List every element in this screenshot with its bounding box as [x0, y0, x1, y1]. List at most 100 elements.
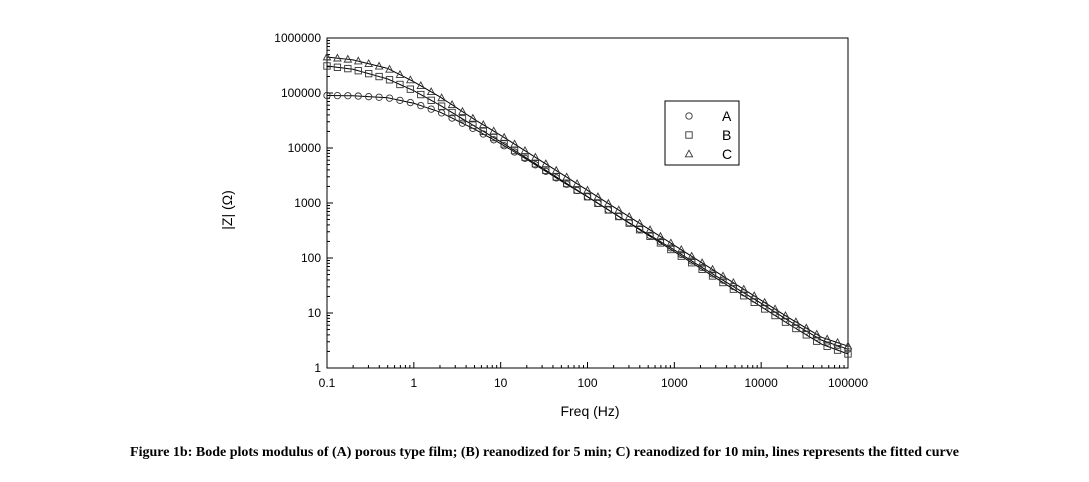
data-point-a	[406, 98, 415, 107]
x-tick-label: 1	[410, 376, 417, 390]
data-point-c	[812, 329, 822, 338]
data-point-b	[323, 62, 331, 70]
data-point-b	[792, 324, 800, 333]
data-point-a	[375, 93, 383, 101]
data-point-b	[427, 96, 435, 104]
data-point-b	[823, 342, 831, 350]
data-point-b	[448, 108, 456, 117]
legend: ABC	[664, 100, 740, 166]
fitted-curves	[326, 56, 849, 355]
data-point-b	[813, 337, 821, 345]
bode-chart: 0.1 1 10 100 1000 10000 1000001101001000100001…	[219, 31, 868, 419]
y-tick-label: 1000	[294, 196, 321, 210]
data-point-c	[333, 53, 342, 62]
data-point-c	[395, 69, 405, 78]
data-point-a	[427, 105, 435, 113]
data-point-c	[833, 337, 842, 346]
data-point-b	[365, 69, 373, 78]
data-point-c	[374, 61, 384, 70]
data-point-c	[447, 100, 457, 109]
data-point-c	[322, 52, 332, 61]
data-point-c	[687, 251, 697, 260]
y-tick-label: 1	[314, 361, 321, 375]
data-point-b	[354, 67, 362, 75]
legend-label-b: B	[722, 127, 731, 143]
data-point-c	[603, 198, 613, 207]
data-point-c	[458, 106, 467, 115]
data-point-b	[458, 115, 467, 123]
data-point-c	[635, 218, 644, 227]
data-point-c	[770, 304, 780, 313]
data-point-b	[344, 64, 352, 73]
data-point-a	[365, 93, 373, 101]
fit-line-b	[326, 65, 849, 355]
legend-marker-a	[685, 112, 693, 120]
data-point-c	[426, 87, 436, 96]
y-tick-label: 100	[301, 251, 321, 265]
data-point-c	[551, 165, 561, 174]
legend-box	[664, 100, 740, 166]
data-point-c	[749, 291, 759, 300]
data-point-c	[666, 238, 676, 247]
x-axis-title: Freq (Hz)	[560, 403, 619, 419]
x-tick-label: 10	[494, 376, 508, 390]
data-point-c	[676, 244, 686, 253]
data-point-b	[333, 63, 342, 71]
data-point-a	[458, 119, 467, 127]
y-tick-label: 1000000	[274, 31, 321, 45]
data-point-c	[843, 341, 853, 350]
data-point-b	[802, 331, 810, 339]
axes: 0.1 1 10 100 1000 10000 1000001101001000100001…	[274, 31, 868, 390]
data-point-c	[593, 192, 603, 201]
data-point-c	[760, 297, 769, 306]
y-tick-label: 10	[308, 306, 322, 320]
data-point-c	[364, 58, 374, 67]
fit-line-c	[326, 56, 849, 347]
data-point-b	[479, 127, 487, 136]
data-point-c	[708, 264, 717, 273]
data-point-b	[385, 76, 394, 84]
data-point-c	[353, 56, 363, 65]
data-point-a	[448, 114, 456, 122]
data-point-c	[562, 172, 572, 181]
legend-marker-c	[684, 149, 694, 158]
data-point-a	[344, 92, 352, 100]
data-point-c	[614, 205, 624, 214]
data-point-c	[520, 145, 530, 154]
legend-label-a: A	[722, 108, 732, 124]
data-point-b	[469, 121, 477, 129]
data-point-c	[583, 185, 592, 194]
data-point-b	[833, 346, 842, 354]
data-point-c	[406, 75, 415, 84]
y-tick-label: 10000	[288, 141, 322, 155]
data-point-a	[354, 92, 362, 100]
data-point-c	[697, 258, 707, 267]
fit-line-a	[326, 95, 849, 350]
data-point-c	[645, 225, 655, 234]
x-tick-label: 100000	[828, 376, 868, 390]
data-point-b	[437, 102, 446, 110]
x-tick-label: 0.1	[319, 376, 336, 390]
data-point-b	[396, 80, 404, 89]
data-point-c	[416, 81, 426, 90]
data-point-c	[656, 231, 665, 240]
data-point-c	[531, 152, 540, 161]
x-tick-label: 100	[577, 376, 597, 390]
y-tick-label: 100000	[281, 86, 321, 100]
data-point-c	[385, 64, 394, 73]
data-point-c	[718, 271, 728, 280]
data-point-a	[396, 96, 404, 104]
data-point-c	[624, 211, 634, 220]
figure-caption: Figure 1b: Bode plots modulus of (A) por…	[130, 445, 959, 460]
data-point-c	[822, 334, 832, 343]
data-point-a	[385, 94, 394, 102]
plot-frame	[326, 37, 849, 369]
data-point-a	[323, 91, 331, 100]
data-point-c	[801, 323, 811, 332]
data-markers	[322, 52, 853, 358]
data-point-c	[468, 113, 478, 122]
data-point-c	[510, 139, 519, 148]
x-tick-label: 10000	[744, 376, 778, 390]
data-point-b	[844, 350, 852, 358]
data-point-a	[417, 101, 425, 110]
